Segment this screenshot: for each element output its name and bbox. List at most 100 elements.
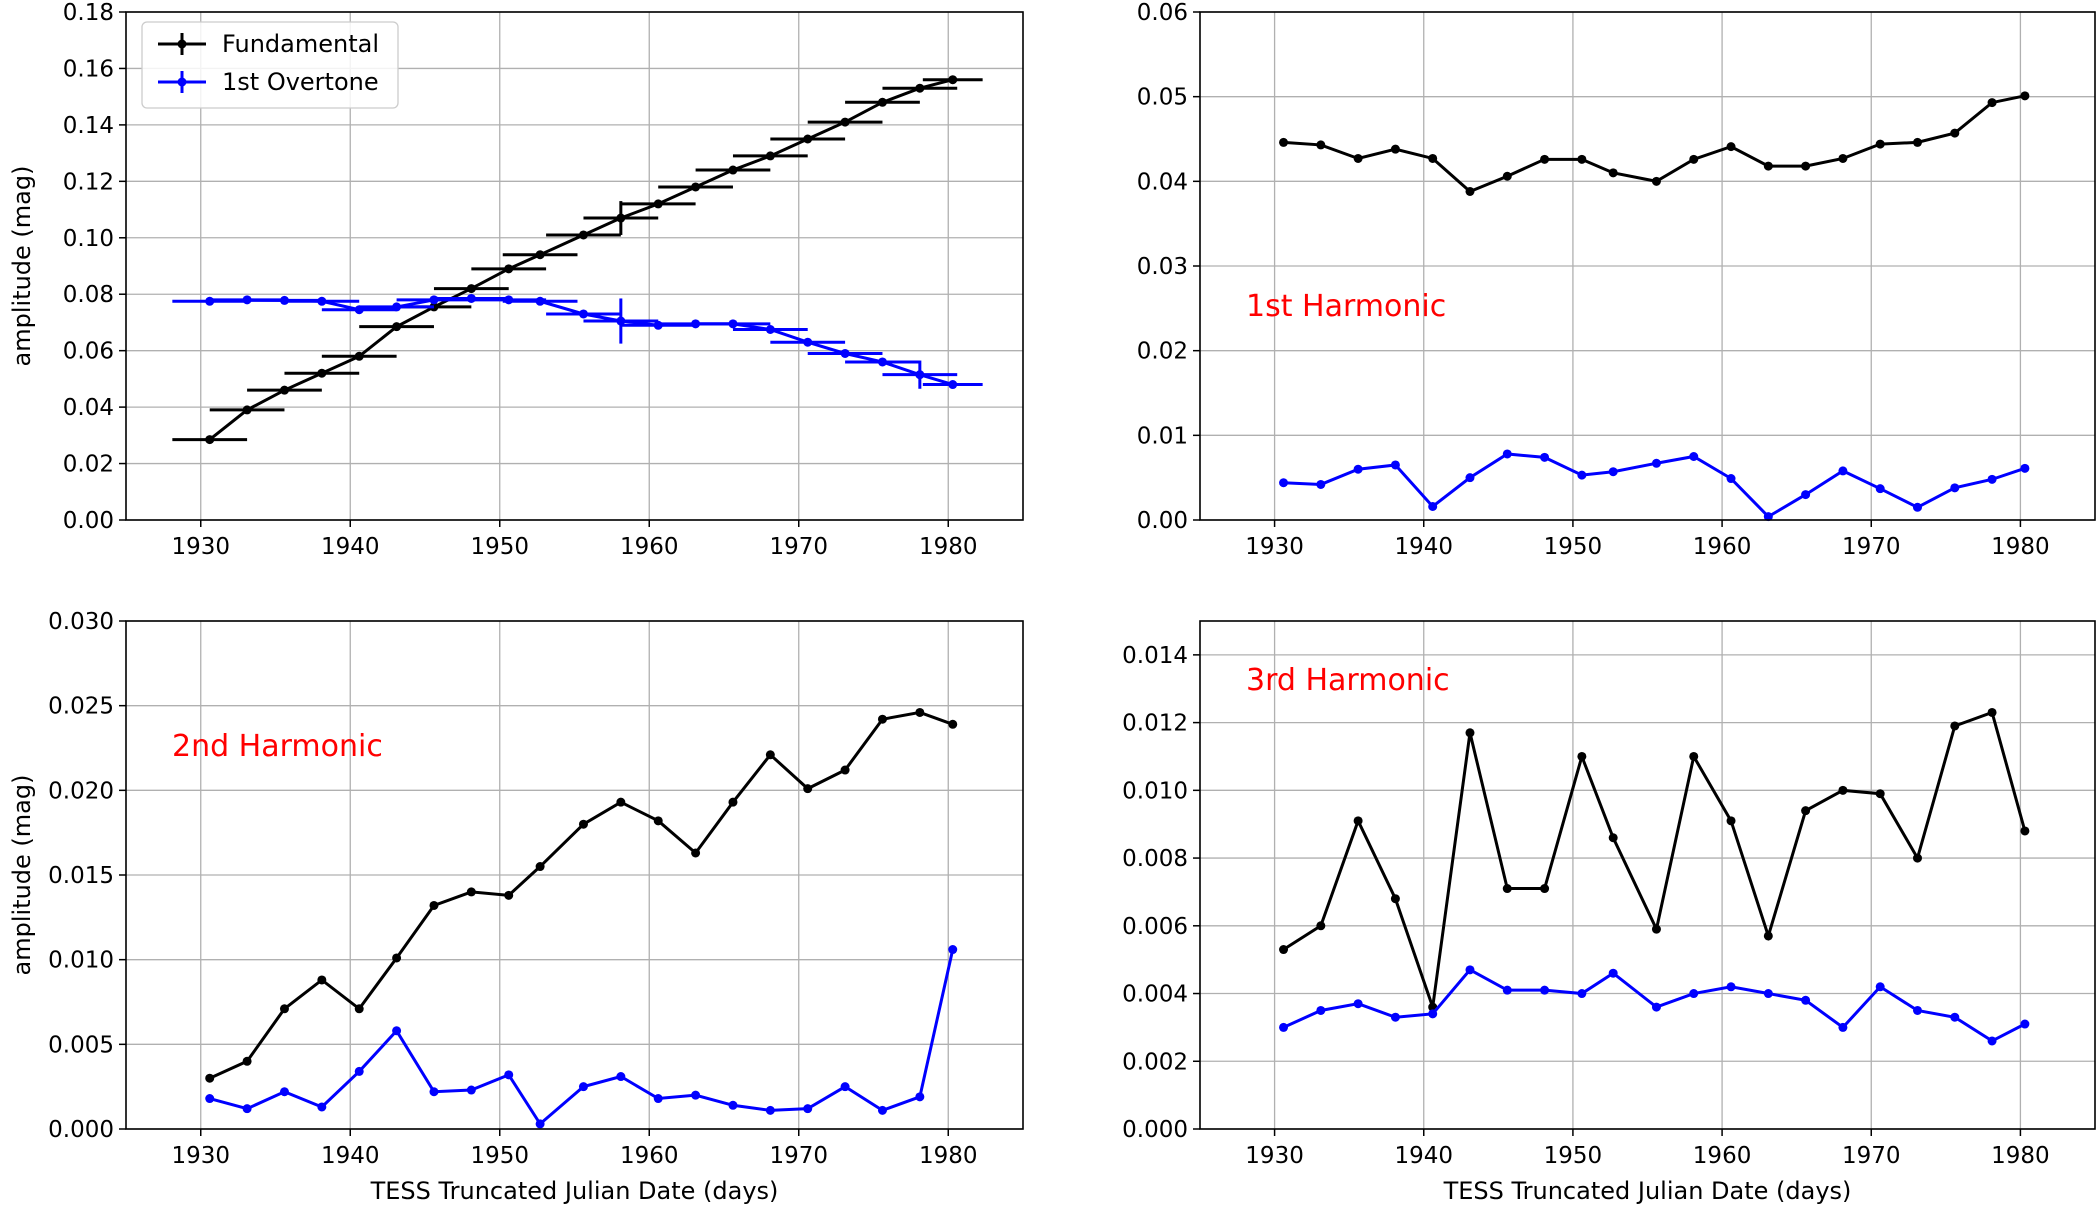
data-point bbox=[1279, 945, 1289, 955]
data-point bbox=[242, 1056, 252, 1066]
data-point bbox=[535, 862, 545, 872]
y-tick-label: 0.03 bbox=[1137, 254, 1188, 280]
data-point bbox=[840, 117, 850, 127]
data-point bbox=[535, 250, 545, 260]
data-point bbox=[728, 319, 738, 329]
y-tick-label: 0.12 bbox=[63, 169, 114, 195]
x-tick-label: 1980 bbox=[919, 534, 978, 560]
data-point bbox=[242, 295, 252, 305]
data-point bbox=[354, 305, 364, 315]
x-tick-label: 1950 bbox=[470, 534, 529, 560]
data-point bbox=[466, 1085, 476, 1095]
data-point bbox=[1950, 721, 1960, 731]
data-point bbox=[1801, 490, 1811, 500]
data-point bbox=[653, 199, 663, 209]
y-tick-label: 0.025 bbox=[48, 694, 114, 720]
data-point bbox=[317, 368, 327, 378]
data-point bbox=[616, 1072, 626, 1082]
data-point bbox=[392, 322, 402, 332]
panel-bottom-left: 1930 1940 1950 1960 1970 1980 0.000 0.005 0.010 0… bbox=[8, 609, 1024, 1205]
legend-swatch-marker bbox=[177, 39, 187, 49]
data-point bbox=[1689, 989, 1699, 999]
data-point bbox=[429, 295, 439, 305]
data-point bbox=[1279, 137, 1289, 147]
data-point bbox=[691, 1090, 701, 1100]
data-point bbox=[317, 1102, 327, 1112]
data-point bbox=[915, 83, 925, 93]
data-point bbox=[429, 1087, 439, 1097]
data-point bbox=[1987, 707, 1997, 717]
x-tick-label: 1960 bbox=[620, 534, 679, 560]
y-tick-label: 0.06 bbox=[63, 339, 114, 365]
y-tick-label: 0.002 bbox=[1122, 1049, 1188, 1075]
data-point bbox=[504, 1070, 514, 1080]
data-point bbox=[765, 1105, 775, 1115]
data-point bbox=[1838, 153, 1848, 163]
data-point bbox=[1651, 1002, 1661, 1012]
plot-frame bbox=[125, 620, 1024, 1130]
data-point bbox=[1577, 751, 1587, 761]
data-point bbox=[616, 316, 626, 326]
data-point bbox=[840, 765, 850, 775]
y-tick-label: 0.00 bbox=[63, 508, 114, 534]
series-1st-overtone bbox=[1279, 449, 2030, 522]
data-point bbox=[578, 230, 588, 240]
data-point bbox=[803, 134, 813, 144]
panel-bottom-right: 1930 1940 1950 1960 1970 1980 0.000 0.002 0.004 0… bbox=[1122, 620, 2096, 1205]
x-tick-label: 1940 bbox=[321, 534, 380, 560]
data-point bbox=[466, 293, 476, 303]
x-tick-label: 1980 bbox=[1991, 534, 2050, 560]
data-point bbox=[466, 284, 476, 294]
data-point bbox=[765, 750, 775, 760]
data-point bbox=[1726, 982, 1736, 992]
data-point bbox=[1912, 853, 1922, 863]
data-point bbox=[2020, 826, 2030, 836]
data-point bbox=[1577, 154, 1587, 164]
harmonic-annotation: 3rd Harmonic bbox=[1246, 663, 1450, 698]
data-point bbox=[1353, 464, 1363, 474]
data-point bbox=[653, 816, 663, 826]
data-point bbox=[1353, 999, 1363, 1009]
data-point bbox=[279, 295, 289, 305]
data-point bbox=[1540, 154, 1550, 164]
x-tick-label: 1960 bbox=[620, 1143, 679, 1169]
data-point bbox=[1838, 1022, 1848, 1032]
data-point bbox=[1875, 982, 1885, 992]
plot-frame bbox=[125, 11, 1024, 521]
data-point bbox=[1987, 98, 1997, 108]
data-point bbox=[653, 1094, 663, 1104]
data-point bbox=[392, 953, 402, 963]
y-tick-label: 0.014 bbox=[1122, 643, 1188, 669]
data-point bbox=[1987, 474, 1997, 484]
data-point bbox=[1502, 985, 1512, 995]
y-tick-label: 0.020 bbox=[48, 778, 114, 804]
data-point bbox=[691, 319, 701, 329]
series-fundamental bbox=[172, 75, 983, 445]
x-tick-label: 1970 bbox=[1842, 534, 1901, 560]
y-tick-label: 0.04 bbox=[63, 395, 114, 421]
data-point bbox=[578, 1082, 588, 1092]
data-point bbox=[504, 295, 514, 305]
data-point bbox=[1577, 989, 1587, 999]
legend-label: 1st Overtone bbox=[222, 68, 379, 96]
data-point bbox=[279, 385, 289, 395]
data-point bbox=[616, 213, 626, 223]
data-point bbox=[1651, 924, 1661, 934]
data-point bbox=[1502, 449, 1512, 459]
series-1st-overtone bbox=[172, 293, 983, 390]
data-point bbox=[1465, 186, 1475, 196]
data-point bbox=[1801, 806, 1811, 816]
data-point bbox=[840, 1082, 850, 1092]
x-tick-label: 1950 bbox=[470, 1143, 529, 1169]
y-tick-label: 0.18 bbox=[63, 0, 114, 26]
data-point bbox=[205, 1094, 215, 1104]
data-point bbox=[578, 819, 588, 829]
data-point bbox=[1316, 1005, 1326, 1015]
data-point bbox=[2020, 463, 2030, 473]
data-point bbox=[915, 370, 925, 380]
data-point bbox=[1316, 921, 1326, 931]
data-point bbox=[1577, 470, 1587, 480]
data-point bbox=[1428, 153, 1438, 163]
y-tick-label: 0.02 bbox=[1137, 339, 1188, 365]
y-tick-label: 0.010 bbox=[1122, 778, 1188, 804]
